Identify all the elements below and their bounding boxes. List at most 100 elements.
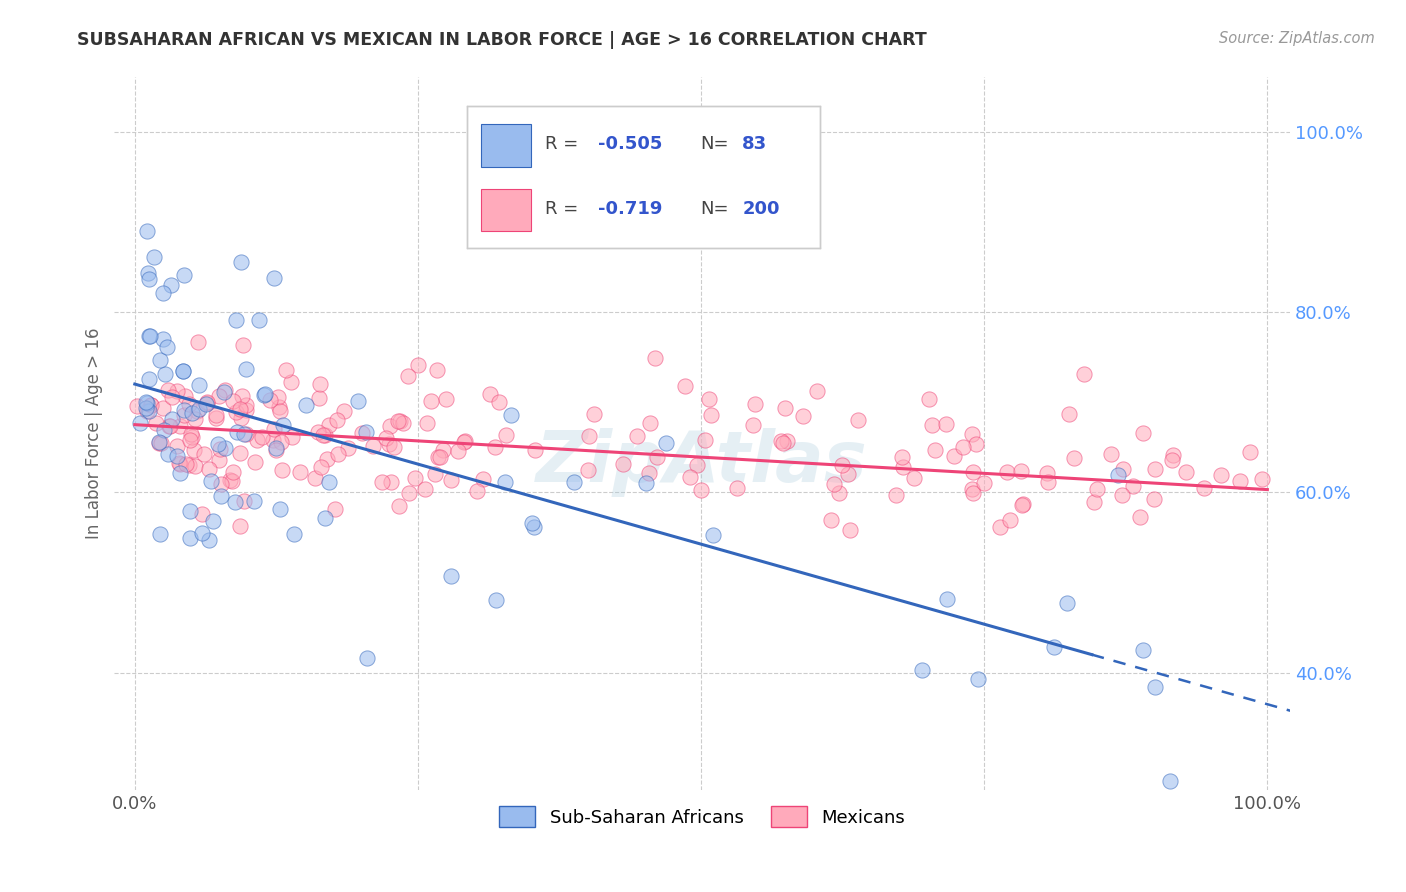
Point — [612, 457, 634, 471]
Point — [1209, 467, 1232, 482]
Point — [921, 417, 943, 432]
Point — [426, 450, 449, 464]
Point — [638, 416, 661, 430]
Point — [440, 473, 463, 487]
Point — [884, 488, 907, 502]
Point — [136, 223, 159, 237]
Point — [903, 471, 925, 485]
Point — [488, 395, 510, 409]
Point — [280, 375, 302, 389]
Point — [152, 286, 174, 301]
Point — [1085, 482, 1108, 496]
Point — [356, 425, 378, 439]
Point — [270, 434, 292, 449]
Point — [212, 385, 235, 400]
Point — [392, 417, 415, 431]
Point — [1159, 773, 1181, 788]
Point — [138, 372, 160, 386]
Point — [281, 430, 304, 444]
Point — [209, 477, 232, 491]
Point — [135, 396, 157, 410]
Point — [679, 470, 702, 484]
Point — [195, 395, 218, 409]
Point — [264, 442, 287, 457]
Point — [138, 404, 160, 418]
Point — [225, 405, 247, 419]
Text: ZipAtlas: ZipAtlas — [536, 427, 868, 497]
Point — [479, 387, 502, 401]
Point — [453, 435, 475, 450]
Point — [347, 393, 370, 408]
Point — [326, 412, 349, 426]
Point — [138, 272, 160, 286]
Point — [1011, 498, 1033, 512]
Point — [917, 392, 939, 407]
Point — [1229, 474, 1251, 488]
Point — [647, 450, 669, 464]
Point — [485, 592, 508, 607]
Point — [582, 407, 605, 421]
Point — [208, 442, 231, 456]
Point — [744, 397, 766, 411]
Point — [423, 467, 446, 481]
Point — [233, 426, 256, 441]
Point — [725, 482, 748, 496]
Point — [295, 398, 318, 412]
Point — [831, 458, 853, 472]
Point — [382, 440, 405, 454]
Point — [501, 408, 523, 422]
Point — [177, 458, 200, 472]
Point — [1112, 462, 1135, 476]
Point — [520, 516, 543, 531]
Point — [269, 502, 291, 516]
Point — [173, 409, 195, 423]
Point — [153, 423, 176, 437]
Point — [326, 448, 349, 462]
Point — [242, 494, 264, 508]
Point — [1083, 495, 1105, 509]
Point — [138, 329, 160, 343]
Point — [267, 390, 290, 404]
Point — [935, 591, 957, 606]
Point — [143, 250, 166, 264]
Point — [415, 482, 437, 496]
Point — [139, 399, 162, 413]
Point — [962, 466, 984, 480]
Point — [225, 312, 247, 326]
Point — [1144, 461, 1167, 475]
Point — [398, 368, 420, 383]
Point — [1107, 467, 1129, 482]
Point — [174, 457, 197, 471]
Point — [962, 427, 984, 442]
Point — [267, 401, 290, 415]
Point — [562, 475, 585, 490]
Point — [232, 493, 254, 508]
Point — [337, 441, 360, 455]
Point — [235, 398, 257, 412]
Point — [426, 363, 449, 377]
Y-axis label: In Labor Force | Age > 16: In Labor Force | Age > 16 — [86, 328, 103, 540]
Point — [1099, 447, 1122, 461]
Point — [316, 452, 339, 467]
Point — [523, 519, 546, 533]
Point — [1012, 497, 1035, 511]
Point — [229, 411, 252, 425]
Point — [197, 533, 219, 548]
Point — [380, 418, 402, 433]
Point — [965, 437, 987, 451]
Point — [398, 486, 420, 500]
Point — [202, 514, 225, 528]
Point — [1143, 492, 1166, 507]
Point — [179, 504, 201, 518]
Point — [193, 447, 215, 461]
Point — [967, 672, 990, 686]
Point — [271, 463, 294, 477]
Point — [160, 411, 183, 425]
Point — [166, 384, 188, 398]
Point — [1132, 643, 1154, 657]
Point — [775, 401, 797, 415]
Point — [264, 441, 287, 455]
Point — [1063, 451, 1085, 466]
Point — [1056, 596, 1078, 610]
Point — [578, 429, 600, 443]
